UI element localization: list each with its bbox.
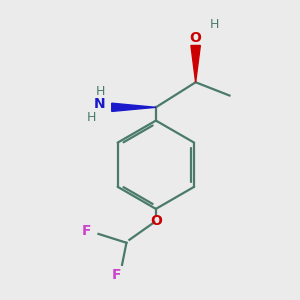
Text: N: N [94,98,106,111]
Text: H: H [95,85,105,98]
Text: F: F [82,224,92,238]
Polygon shape [112,103,156,111]
Polygon shape [191,46,200,82]
Text: O: O [190,31,202,44]
Text: H: H [86,111,96,124]
Text: H: H [210,18,220,32]
Text: O: O [150,214,162,228]
Text: F: F [111,268,121,282]
